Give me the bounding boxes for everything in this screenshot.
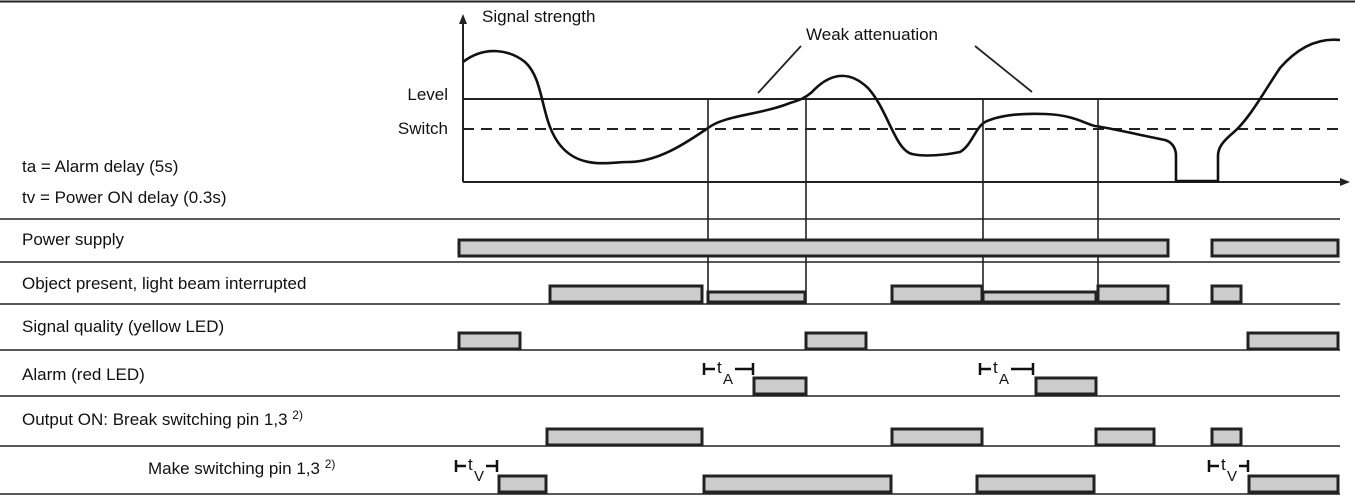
tv-marker-sub: V bbox=[474, 468, 484, 485]
level-label: Level bbox=[407, 85, 448, 104]
object-bar bbox=[981, 290, 1098, 304]
signal-curve bbox=[462, 38, 1341, 183]
ta-marker-letter: t bbox=[717, 358, 722, 377]
alarm-bar bbox=[1034, 376, 1098, 396]
object-bar bbox=[706, 290, 807, 304]
tv-marker-1: t V bbox=[454, 455, 499, 485]
tv-marker-sub: V bbox=[1227, 468, 1237, 485]
alarm-bar bbox=[752, 376, 808, 396]
row-label-alarm: Alarm (red LED) bbox=[22, 365, 145, 384]
y-axis-arrow bbox=[459, 14, 467, 24]
row-label-break-switching: Output ON: Break switching pin 1,3 2) bbox=[22, 408, 303, 429]
row-label-object-present: Object present, light beam interrupted bbox=[22, 274, 306, 293]
ta-marker-sub: A bbox=[999, 371, 1009, 388]
alarm-bars bbox=[752, 376, 1098, 396]
break-switching-bar bbox=[1094, 427, 1156, 447]
annotation-leader-right bbox=[974, 45, 1033, 93]
weak-attenuation-label: Weak attenuation bbox=[806, 25, 938, 44]
power-bar bbox=[457, 238, 1170, 258]
make-switching-bar bbox=[1247, 474, 1340, 494]
tv-marker-letter: t bbox=[1221, 455, 1226, 474]
row-label-power-supply: Power supply bbox=[22, 230, 125, 249]
object-bar bbox=[890, 284, 984, 304]
signal-graph: Signal strength Level Switch Weak attenu… bbox=[398, 7, 1350, 304]
power-supply-bars bbox=[457, 238, 1340, 258]
row-label-signal-quality: Signal quality (yellow LED) bbox=[22, 317, 224, 336]
make-switching-bar bbox=[702, 474, 893, 494]
signal-quality-bar bbox=[457, 331, 522, 351]
signal-quality-bar bbox=[804, 331, 868, 351]
break-switching-bar bbox=[890, 427, 984, 447]
tv-marker-letter: t bbox=[468, 455, 473, 474]
make-switching-bars bbox=[497, 474, 1340, 494]
signal-quality-bars bbox=[457, 331, 1340, 351]
switch-label: Switch bbox=[398, 119, 448, 138]
ta-marker-letter: t bbox=[993, 358, 998, 377]
ta-marker-1: t A bbox=[702, 358, 755, 388]
legend-ta: ta = Alarm delay (5s) bbox=[22, 157, 178, 176]
make-switching-bar bbox=[497, 474, 548, 494]
power-bar bbox=[1210, 238, 1340, 258]
break-switching-bar bbox=[545, 427, 704, 447]
ta-marker-2: t A bbox=[978, 358, 1035, 388]
y-axis-label: Signal strength bbox=[482, 7, 595, 26]
tv-marker-2: t V bbox=[1207, 455, 1250, 485]
break-switching-bars bbox=[545, 427, 1243, 447]
object-bar bbox=[1096, 284, 1170, 304]
ta-marker-sub: A bbox=[723, 371, 733, 388]
object-bar bbox=[548, 284, 704, 304]
legend-tv: tv = Power ON delay (0.3s) bbox=[22, 188, 227, 207]
object-present-bars bbox=[548, 284, 1243, 304]
make-switching-bar bbox=[975, 474, 1096, 494]
annotation-leader-left bbox=[757, 45, 802, 94]
object-bar bbox=[1210, 284, 1243, 304]
row-label-make-switching: Make switching pin 1,3 2) bbox=[148, 457, 335, 478]
x-axis-arrow bbox=[1340, 178, 1350, 186]
signal-quality-bar bbox=[1246, 331, 1340, 351]
break-switching-bar bbox=[1210, 427, 1243, 447]
